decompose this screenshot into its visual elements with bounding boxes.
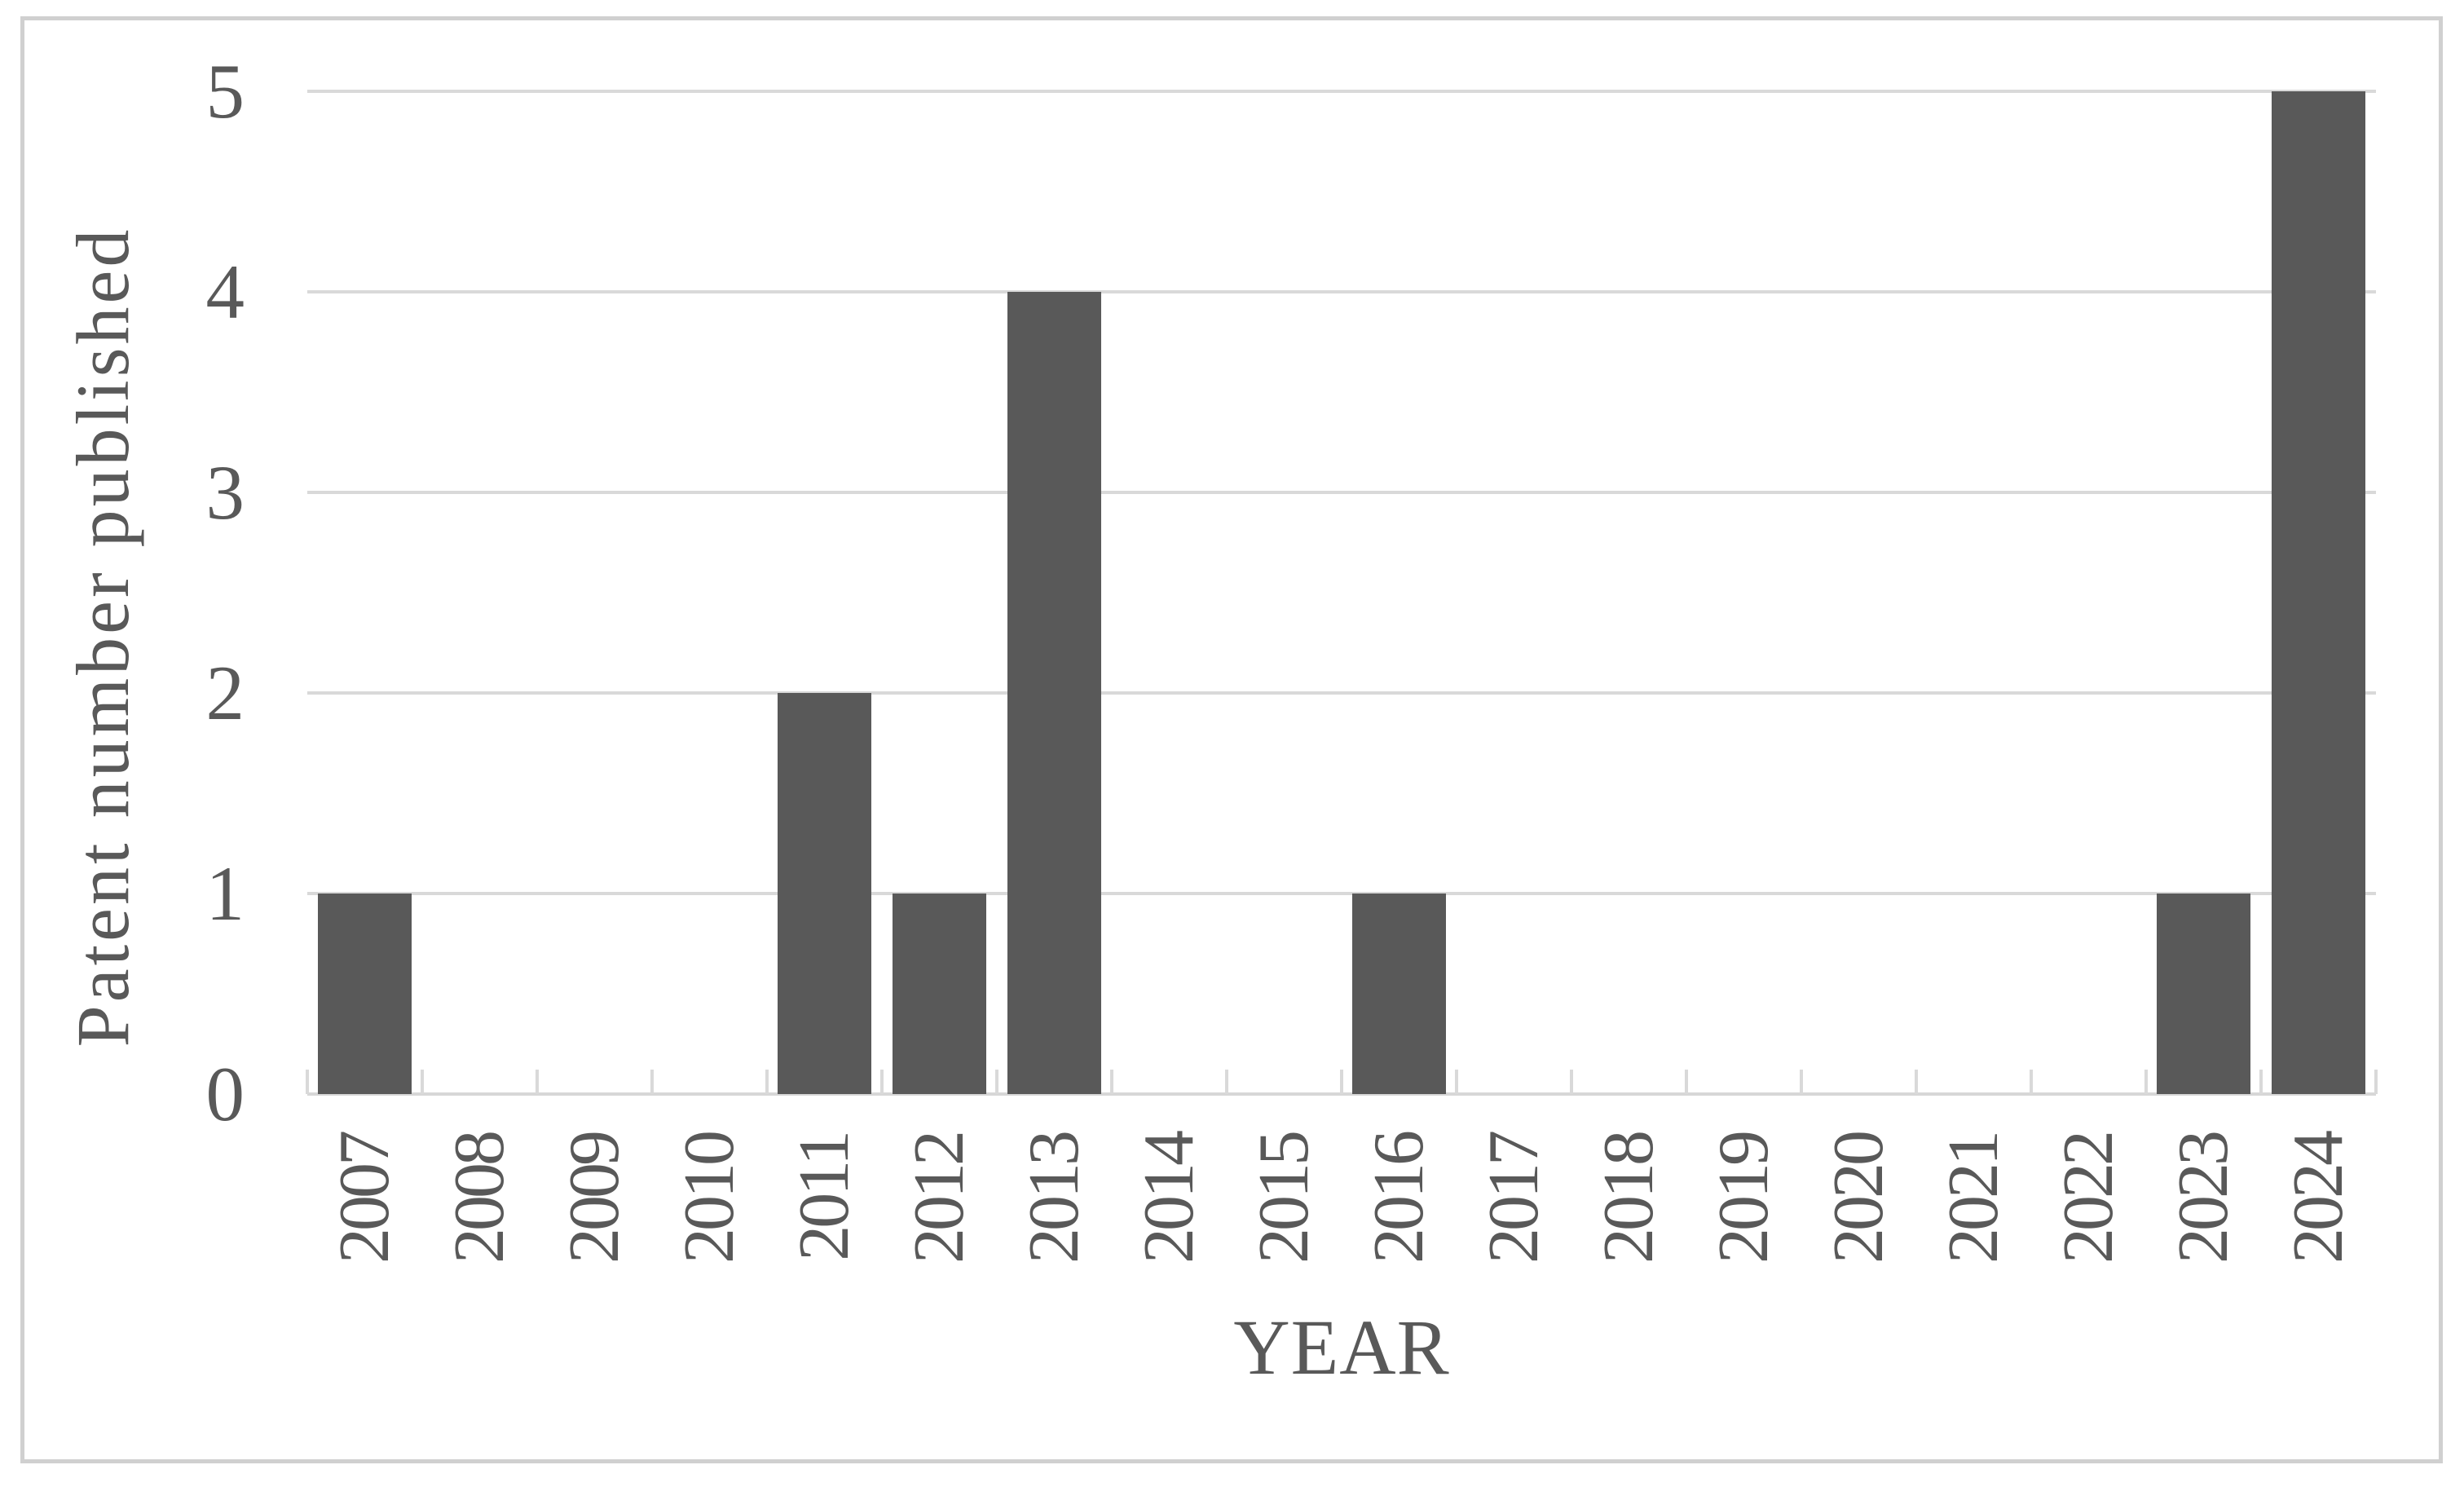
x-tick-label: 2018: [1589, 1133, 1668, 1264]
y-tick-label: 2: [205, 650, 245, 736]
x-tick-label: 2008: [439, 1133, 519, 1264]
plot-area: [307, 91, 2376, 1094]
axis-tick: [1915, 1070, 1918, 1094]
y-tick-label: 4: [205, 249, 245, 335]
axis-tick: [1455, 1070, 1458, 1094]
x-tick-label: 2016: [1359, 1133, 1439, 1264]
axis-tick: [2030, 1070, 2033, 1094]
bar-2012: [893, 894, 986, 1094]
x-axis-line: [307, 1092, 2376, 1096]
bar-2024: [2272, 91, 2365, 1094]
x-tick-label: 2014: [1129, 1133, 1209, 1264]
axis-tick: [1800, 1070, 1803, 1094]
x-tick-label: 2022: [2048, 1133, 2128, 1264]
gridline: [307, 90, 2376, 93]
axis-tick: [880, 1070, 884, 1094]
axis-tick: [1225, 1070, 1228, 1094]
chart-frame: [20, 16, 2443, 1463]
bar-2007: [318, 894, 412, 1094]
axis-tick: [650, 1070, 654, 1094]
axis-tick: [2374, 1070, 2378, 1094]
x-tick-label: 2015: [1244, 1133, 1324, 1264]
y-tick-label: 3: [205, 449, 245, 536]
x-tick-label: 2011: [784, 1133, 864, 1261]
x-tick-label: 2023: [2163, 1133, 2243, 1264]
bar-2023: [2157, 894, 2250, 1094]
gridline: [307, 691, 2376, 695]
axis-tick: [421, 1070, 424, 1094]
y-tick-label: 5: [205, 48, 245, 135]
bar-2013: [1007, 292, 1101, 1094]
axis-tick: [995, 1070, 998, 1094]
bar-2011: [778, 693, 871, 1094]
axis-tick: [2259, 1070, 2263, 1094]
gridline: [307, 491, 2376, 494]
x-tick-label: 2019: [1704, 1133, 1783, 1264]
x-tick-label: 2017: [1474, 1133, 1554, 1264]
gridline: [307, 290, 2376, 293]
x-tick-label: 2024: [2278, 1133, 2358, 1264]
x-tick-label: 2010: [669, 1133, 749, 1264]
axis-tick: [2144, 1070, 2148, 1094]
x-tick-label: 2021: [1933, 1133, 2013, 1264]
axis-tick: [1570, 1070, 1573, 1094]
axis-tick: [765, 1070, 769, 1094]
axis-tick: [536, 1070, 539, 1094]
x-tick-label: 2012: [899, 1133, 979, 1264]
axis-tick: [1110, 1070, 1113, 1094]
x-tick-label: 2009: [554, 1133, 634, 1264]
x-tick-label: 2020: [1818, 1133, 1898, 1264]
gridline: [307, 892, 2376, 895]
y-tick-label: 1: [205, 850, 245, 937]
x-tick-label: 2007: [324, 1133, 404, 1264]
y-tick-label: 0: [205, 1051, 245, 1137]
x-axis-title: YEAR: [1233, 1304, 1450, 1391]
axis-tick: [1685, 1070, 1688, 1094]
axis-tick: [1340, 1070, 1343, 1094]
x-tick-label: 2013: [1014, 1133, 1094, 1264]
axis-tick: [306, 1070, 309, 1094]
bar-2016: [1352, 894, 1446, 1094]
